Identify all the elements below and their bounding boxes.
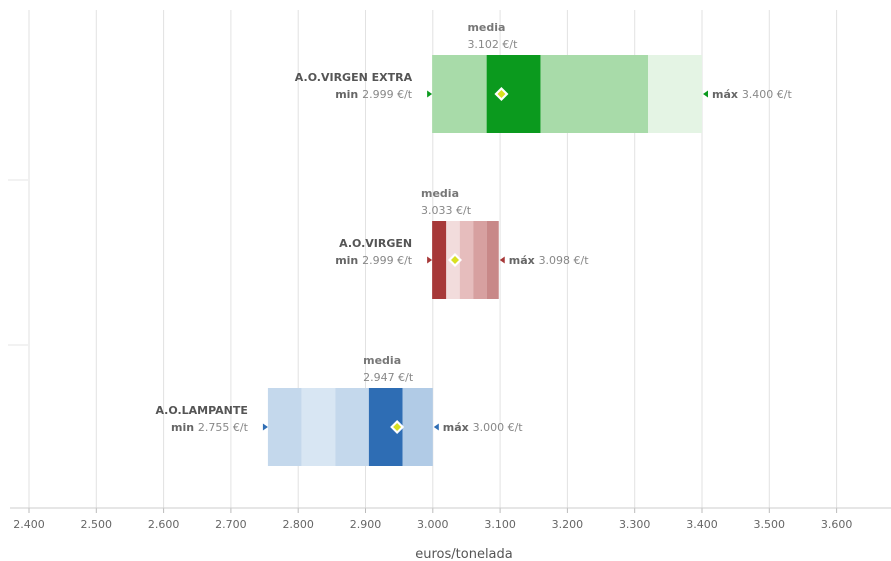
tick-label: 2.500	[81, 518, 113, 531]
tick-label: 2.600	[148, 518, 180, 531]
series-name: A.O.LAMPANTE	[155, 404, 247, 417]
tick-label: 2.800	[282, 518, 314, 531]
mean-marker-center	[393, 423, 402, 431]
min-arrow	[427, 90, 433, 98]
series-labels: A.O.VIRGEN EXTRA min 2.999 €/t máx 3.400 €…	[155, 21, 792, 434]
tick-label: 3.600	[821, 518, 853, 531]
range-bar-group	[262, 388, 439, 466]
range-segment	[301, 388, 336, 466]
tick-label: 2.700	[215, 518, 247, 531]
range-segment	[432, 55, 487, 133]
tick-label: 2.900	[350, 518, 382, 531]
max-arrow	[499, 256, 505, 264]
max-value: 3.098 €/t	[539, 254, 590, 267]
max-arrow	[703, 90, 708, 98]
max-prefix: máx	[712, 88, 742, 101]
min-label: min 2.755 €/t	[171, 421, 249, 434]
mean-title: media	[421, 187, 459, 200]
tick-label: 3.100	[484, 518, 516, 531]
min-label: min 2.999 €/t	[335, 254, 413, 267]
min-value: 2.999 €/t	[362, 254, 413, 267]
tick-label: 3.300	[619, 518, 651, 531]
max-value: 3.400 €/t	[742, 88, 793, 101]
range-segment	[267, 388, 302, 466]
tick-label: 3.400	[686, 518, 718, 531]
series-name: A.O.VIRGEN	[339, 237, 412, 250]
range-segment	[335, 388, 369, 466]
range-segment	[459, 221, 474, 299]
range-segment	[486, 221, 499, 299]
min-prefix: min	[335, 88, 362, 101]
max-label: máx 3.098 €/t	[509, 254, 590, 267]
max-value: 3.000 €/t	[473, 421, 524, 434]
series-name: A.O.VIRGEN EXTRA	[295, 71, 413, 84]
max-label: máx 3.000 €/t	[443, 421, 524, 434]
tick-label: 2.400	[13, 518, 45, 531]
mean-title: media	[363, 354, 401, 367]
min-value: 2.755 €/t	[198, 421, 249, 434]
mean-value: 3.033 €/t	[421, 204, 472, 217]
max-prefix: máx	[509, 254, 539, 267]
range-segment	[432, 221, 447, 299]
range-segment	[648, 55, 702, 133]
range-segment	[473, 221, 487, 299]
min-prefix: min	[171, 421, 198, 434]
tick-label: 3.000	[417, 518, 449, 531]
mean-value: 2.947 €/t	[363, 371, 414, 384]
x-axis-title: euros/tonelada	[415, 547, 513, 561]
max-label: máx 3.400 €/t	[712, 88, 793, 101]
bars	[262, 55, 708, 466]
mean-value: 3.102 €/t	[467, 38, 518, 51]
mean-marker-center	[497, 90, 506, 98]
mean-title: media	[467, 21, 505, 34]
tick-label: 3.200	[552, 518, 584, 531]
min-arrow	[262, 423, 268, 431]
min-label: min 2.999 €/t	[335, 88, 413, 101]
range-bar-group	[427, 221, 505, 299]
min-arrow	[427, 256, 433, 264]
range-segment	[402, 388, 433, 466]
x-axis: 2.400 2.500 2.600 2.700 2.800 2.900 3.000 3.100…	[10, 507, 891, 531]
mean-marker-center	[451, 256, 460, 264]
tick-label: 3.500	[754, 518, 786, 531]
min-value: 2.999 €/t	[362, 88, 413, 101]
range-bar-group	[427, 55, 708, 133]
min-prefix: min	[335, 254, 362, 267]
max-arrow	[433, 423, 439, 431]
range-segment	[540, 55, 649, 133]
max-prefix: máx	[443, 421, 473, 434]
